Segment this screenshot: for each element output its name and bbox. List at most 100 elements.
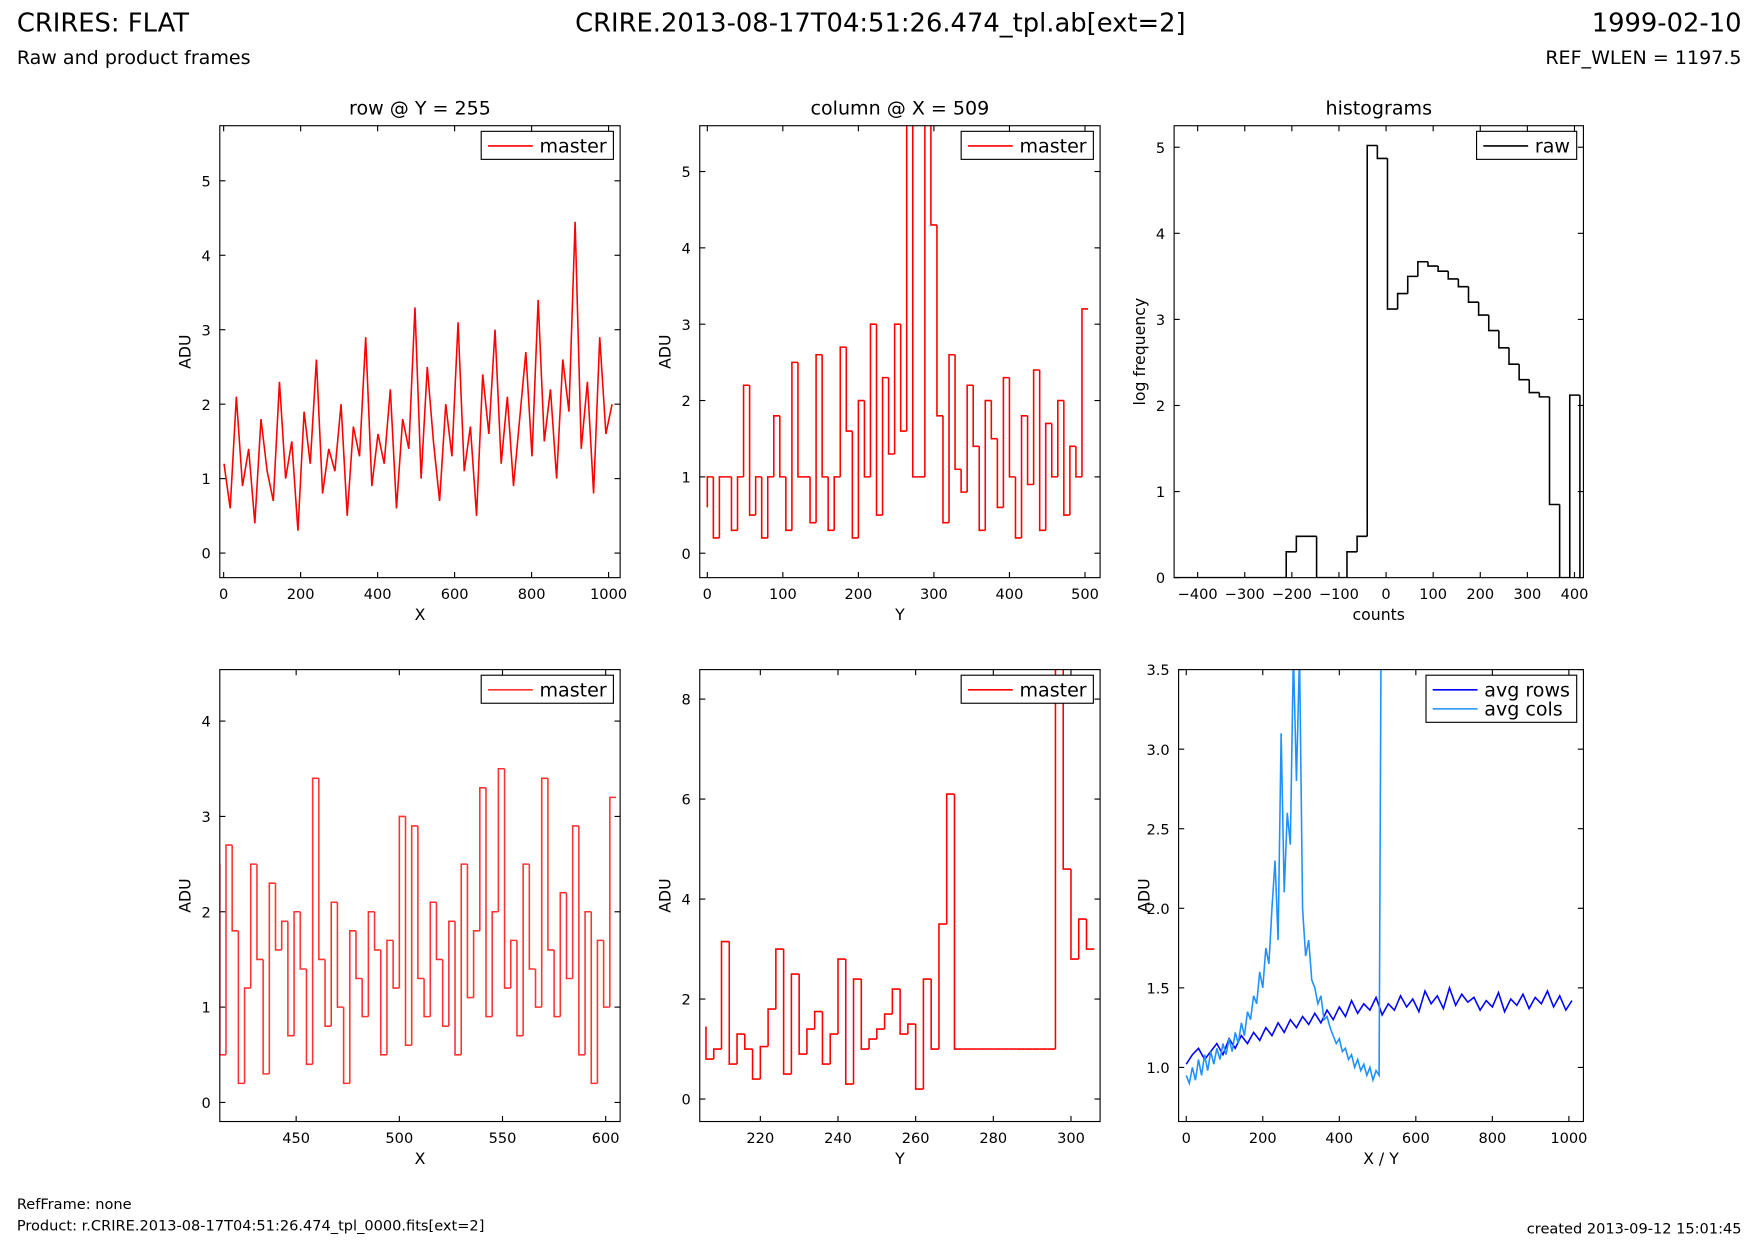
y-axis-label: ADU bbox=[1134, 878, 1153, 912]
subplot: 0 100 200 300 400 500 0 1 2 3 4 5 column @ X = 509 Y A… bbox=[656, 98, 1101, 624]
line-step bbox=[907, 1023, 916, 1035]
line-step bbox=[922, 978, 932, 1090]
line-step bbox=[712, 1048, 722, 1060]
y-tick-label: 1 bbox=[682, 469, 691, 486]
line-step bbox=[497, 767, 505, 912]
line-step bbox=[860, 979, 870, 1050]
line-step bbox=[806, 1028, 815, 1055]
plot-area bbox=[705, 669, 1095, 1090]
x-tick-label: 200 bbox=[287, 586, 315, 603]
line-step bbox=[772, 415, 780, 477]
line-step bbox=[821, 1011, 831, 1065]
line-step bbox=[1057, 399, 1064, 477]
line-step bbox=[990, 400, 998, 440]
y-tick-label: 0 bbox=[1156, 570, 1165, 587]
x-tick-label: 0 bbox=[1182, 1130, 1191, 1147]
y-tick-label: 2 bbox=[1156, 398, 1165, 415]
line-step bbox=[782, 949, 792, 1075]
line-step bbox=[225, 844, 233, 1055]
y-tick-label: 1 bbox=[1156, 484, 1165, 501]
line-step bbox=[833, 476, 841, 531]
histogram-step bbox=[1558, 504, 1570, 578]
y-tick-label: 4 bbox=[202, 248, 211, 265]
x-tick-label: 0 bbox=[703, 586, 712, 603]
line-step bbox=[857, 399, 865, 538]
line-step bbox=[972, 385, 980, 448]
line-step bbox=[503, 768, 511, 989]
y-tick-label: 1 bbox=[202, 1000, 211, 1017]
line-step bbox=[410, 825, 418, 1046]
plot-area bbox=[706, 125, 1089, 539]
line-step bbox=[876, 1028, 885, 1040]
line-step bbox=[1020, 415, 1028, 538]
x-tick-label: 0 bbox=[219, 586, 228, 603]
y-tick-label: 3 bbox=[202, 322, 211, 339]
line-step bbox=[1070, 869, 1079, 960]
line-step bbox=[379, 949, 387, 1056]
line-step bbox=[243, 987, 251, 1084]
plot-title: column @ X = 509 bbox=[811, 98, 990, 120]
histogram-step bbox=[1295, 535, 1307, 552]
x-tick-label: 600 bbox=[1402, 1130, 1430, 1147]
legend-label: master bbox=[540, 680, 607, 702]
x-tick-label: 0 bbox=[1381, 586, 1390, 603]
x-tick-label: 220 bbox=[746, 1130, 774, 1147]
line-step bbox=[852, 978, 862, 1085]
histogram-step bbox=[1346, 551, 1358, 578]
x-tick-label: 200 bbox=[844, 586, 872, 603]
line-step bbox=[516, 940, 524, 1037]
x-tick-label: 500 bbox=[385, 1130, 413, 1147]
line-step bbox=[1014, 476, 1022, 539]
y-tick-label: 5 bbox=[682, 164, 691, 181]
y-tick-label: 4 bbox=[202, 714, 211, 731]
legend-label: avg cols bbox=[1484, 699, 1562, 721]
line-step bbox=[930, 979, 939, 1050]
line-step bbox=[844, 959, 854, 1085]
line-step bbox=[759, 1045, 769, 1080]
plot-frame bbox=[1173, 125, 1584, 579]
header-subtitle: Raw and product frames bbox=[17, 47, 251, 69]
plot-title: histograms bbox=[1326, 98, 1432, 120]
y-axis-label: ADU bbox=[656, 878, 675, 912]
plot-area bbox=[1174, 144, 1581, 578]
plot-frame bbox=[219, 125, 621, 579]
line-step bbox=[966, 384, 974, 493]
x-tick-label: 400 bbox=[996, 586, 1024, 603]
line-step bbox=[559, 891, 567, 1017]
line-step bbox=[875, 324, 883, 516]
header-date: 1999-02-10 bbox=[1592, 9, 1742, 39]
x-tick-label: 200 bbox=[1249, 1130, 1277, 1147]
line-step bbox=[851, 431, 859, 539]
line-step bbox=[954, 354, 962, 471]
x-axis-label: X bbox=[415, 1149, 426, 1168]
line-step bbox=[720, 940, 730, 1050]
y-axis-label: ADU bbox=[176, 335, 195, 369]
line-step bbox=[905, 125, 908, 432]
line-step bbox=[596, 939, 604, 1084]
line-step bbox=[948, 353, 956, 523]
line-step bbox=[1044, 422, 1052, 531]
line-step bbox=[602, 940, 610, 1008]
line-step bbox=[767, 1008, 776, 1047]
line-step bbox=[815, 353, 823, 523]
line-step bbox=[863, 400, 871, 478]
histogram-step bbox=[1538, 392, 1550, 398]
histogram-step bbox=[1406, 275, 1418, 294]
x-tick-label: 1000 bbox=[1550, 1130, 1587, 1147]
x-axis-label: counts bbox=[1353, 605, 1405, 624]
line-step bbox=[274, 883, 282, 951]
line-step bbox=[293, 910, 301, 1036]
line-step bbox=[978, 446, 986, 532]
line-step bbox=[342, 1007, 350, 1085]
line-step bbox=[930, 125, 937, 226]
x-tick-label: 300 bbox=[1513, 586, 1541, 603]
subplot: 0 200 400 600 800 1000 0 1 2 3 4 5 row @ Y = 255 X ADU… bbox=[176, 98, 627, 625]
x-tick-label: 100 bbox=[1419, 586, 1447, 603]
legend: master bbox=[480, 674, 614, 704]
y-tick-label: 0 bbox=[682, 1092, 691, 1109]
y-tick-label: 2.5 bbox=[1146, 821, 1169, 838]
line-step bbox=[1026, 415, 1034, 486]
line-step bbox=[231, 845, 239, 932]
y-axis-label: ADU bbox=[656, 335, 675, 369]
plot-area bbox=[219, 767, 617, 1085]
